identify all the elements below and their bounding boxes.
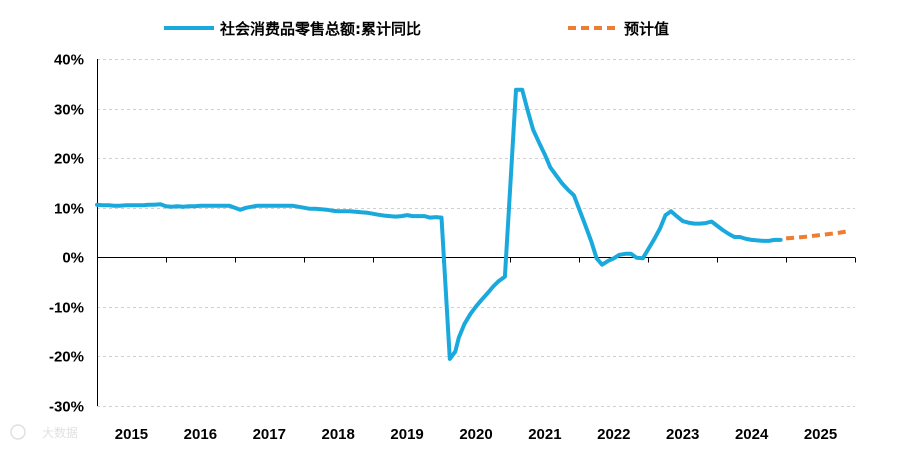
- legend-label-forecast: 预计值: [624, 20, 669, 38]
- gridlines: [97, 59, 855, 407]
- watermark: 大数据: [10, 424, 78, 440]
- y-tick-label: -10%: [49, 300, 84, 317]
- x-tick-label: 2025: [804, 426, 837, 443]
- x-tick-label: 2022: [597, 426, 630, 443]
- y-tick-label: 40%: [54, 52, 84, 69]
- x-tick-label: 2023: [666, 426, 699, 443]
- legend: 社会消费品零售总额:累计同比 预计值: [164, 20, 669, 38]
- x-axis-tick-labels: 2015 2016 2017 2018 2019 2020 2021 2022 2023 2024…: [115, 426, 837, 443]
- y-tick-label: 20%: [54, 151, 84, 168]
- x-tick-label: 2020: [459, 426, 492, 443]
- series-lines: [95, 87, 850, 361]
- y-tick-label: 0%: [62, 250, 84, 267]
- y-tick-label: 10%: [54, 201, 84, 218]
- series-line-actual: [95, 87, 783, 361]
- y-tick-label: -30%: [49, 399, 84, 416]
- y-tick-label: -20%: [49, 349, 84, 366]
- x-tick-label: 2019: [390, 426, 423, 443]
- watermark-text: 大数据: [42, 425, 78, 440]
- watermark-logo-icon: [10, 424, 26, 440]
- x-tick-label: 2015: [115, 426, 148, 443]
- x-tick-label: 2021: [528, 426, 561, 443]
- x-axis-ticks: [166, 257, 856, 263]
- legend-label-actual: 社会消费品零售总额:累计同比: [219, 20, 421, 38]
- x-tick-label: 2018: [321, 426, 354, 443]
- series-line-forecast: [785, 229, 850, 241]
- x-tick-label: 2016: [184, 426, 217, 443]
- y-axis-tick-labels: -30% -20% -10% 0% 10% 20% 30% 40%: [49, 52, 84, 416]
- x-tick-label: 2024: [735, 426, 769, 443]
- y-tick-label: 30%: [54, 102, 84, 119]
- x-tick-label: 2017: [253, 426, 286, 443]
